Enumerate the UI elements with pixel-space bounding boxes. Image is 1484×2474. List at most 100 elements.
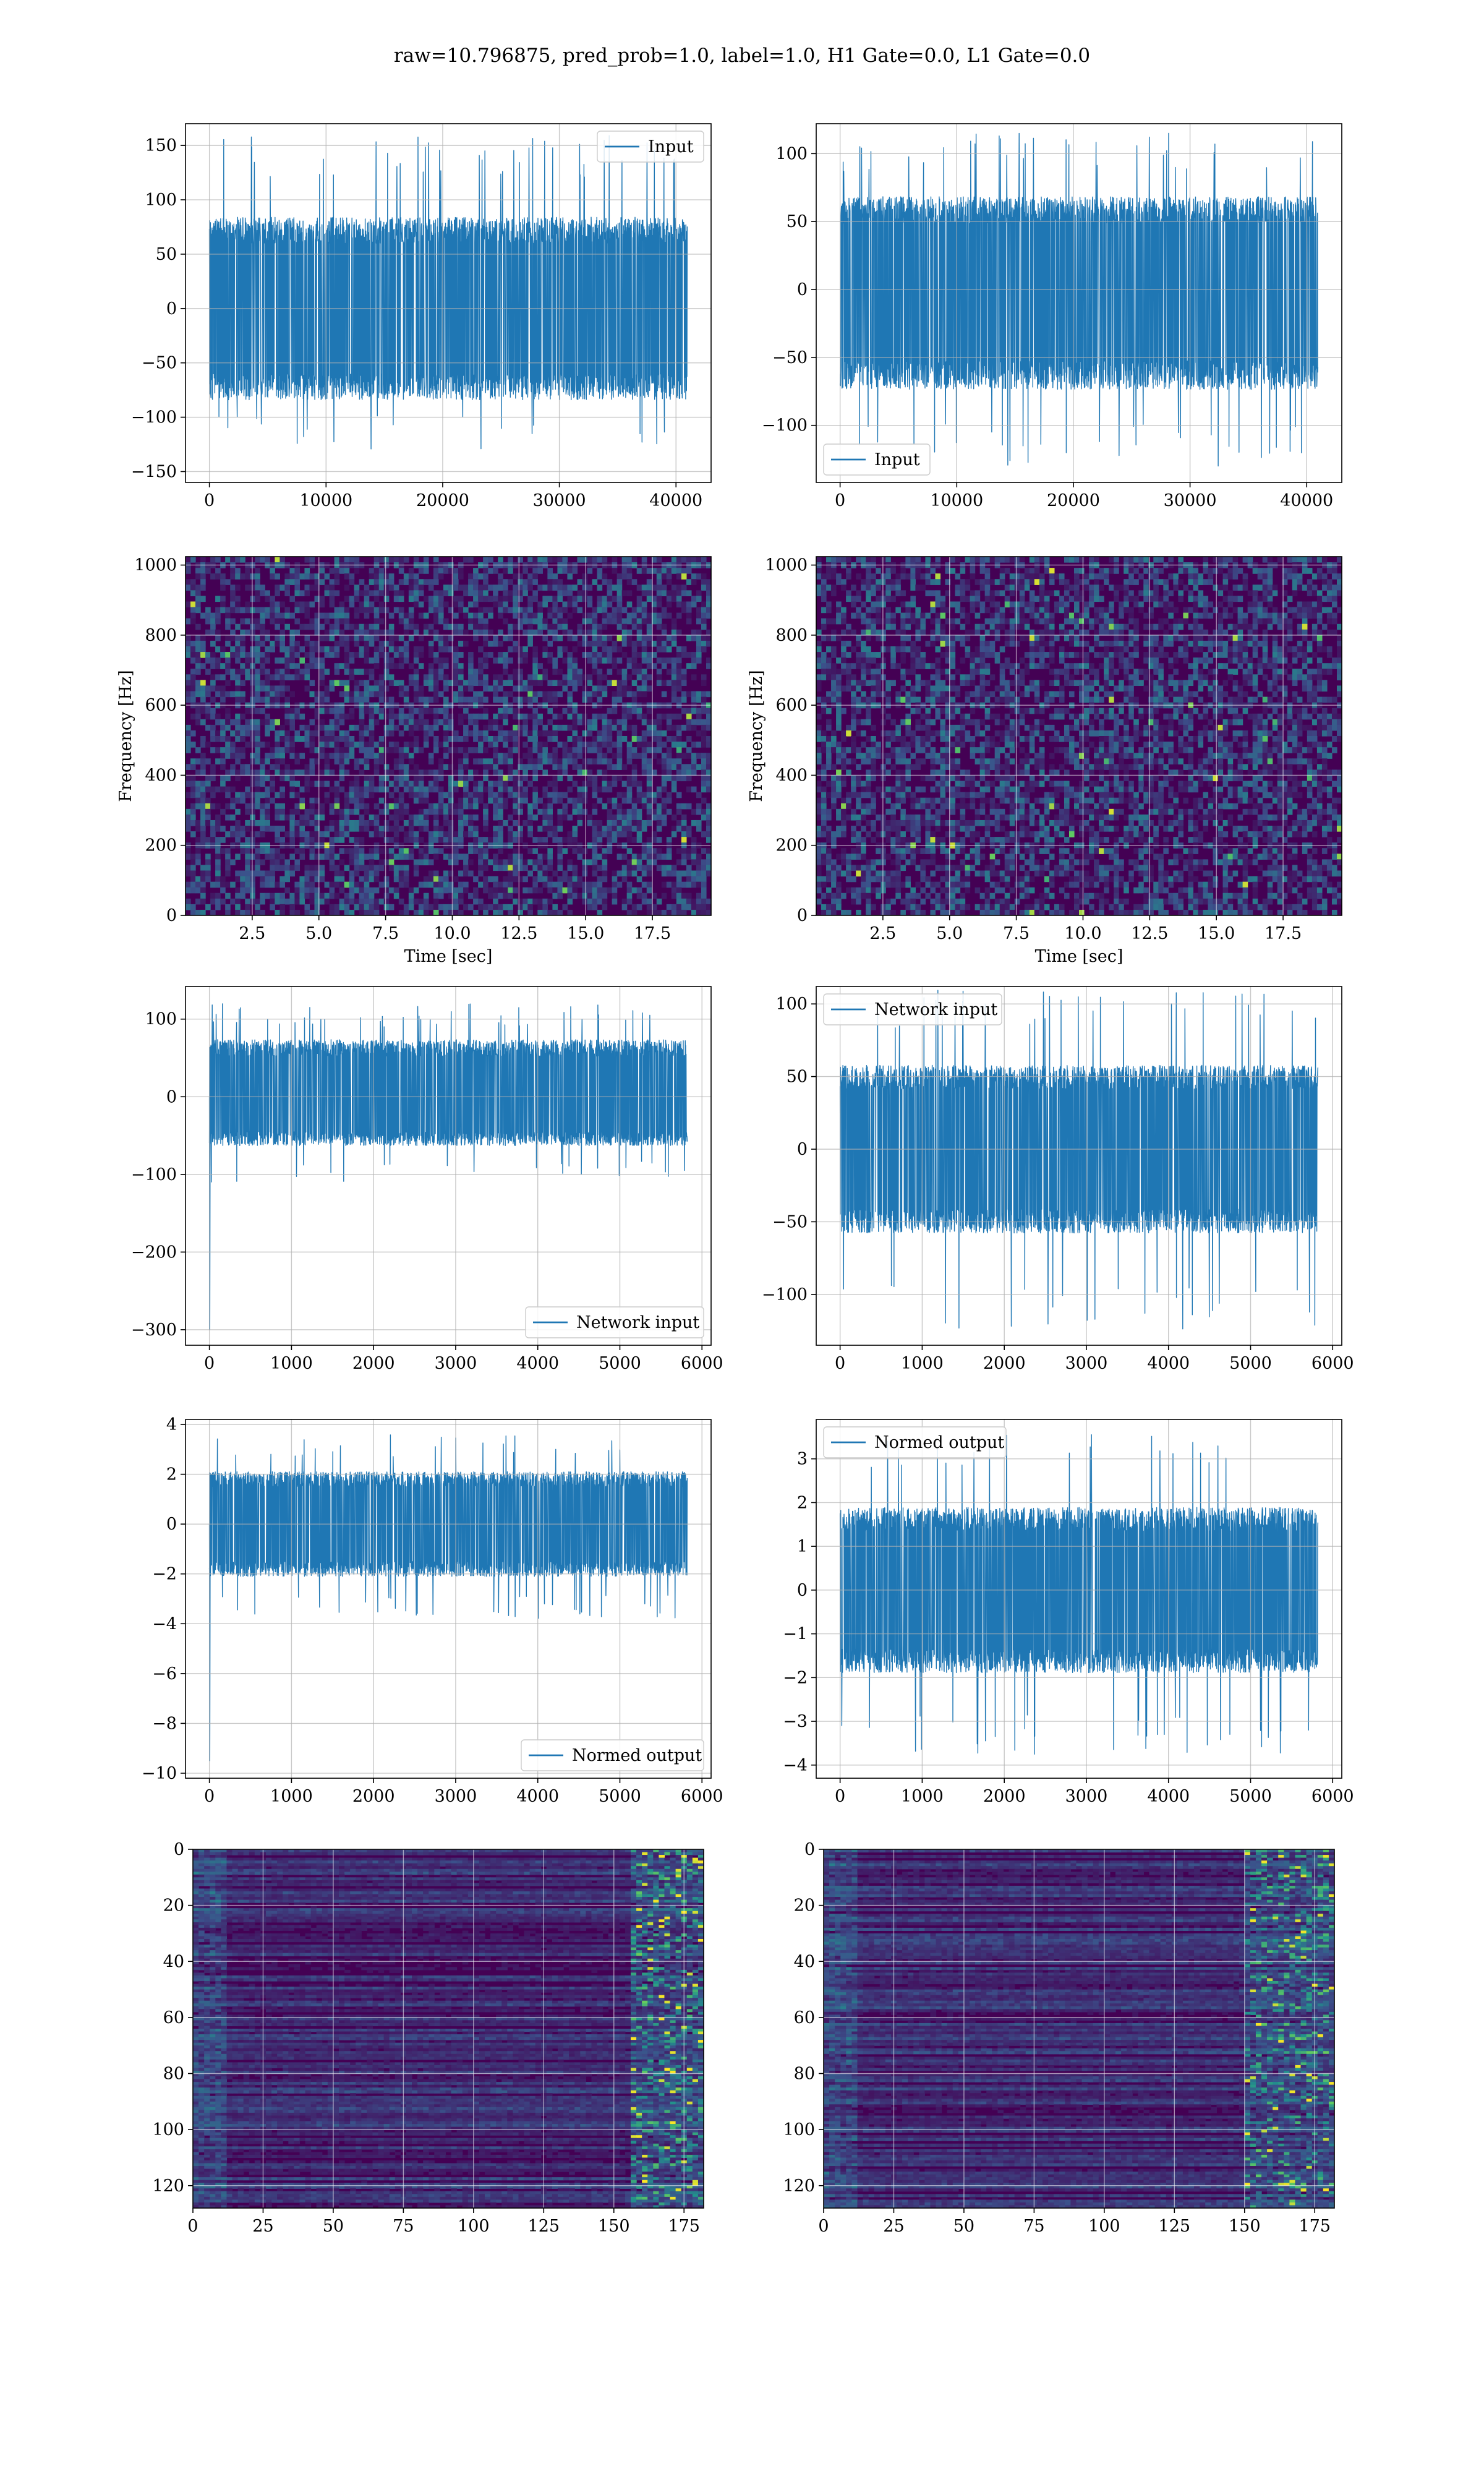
l1-network-input-frame [816,986,1342,1346]
l1-input-plot-area [839,132,1319,467]
l1-feature-map-ytick-label: 60 [794,2008,815,2027]
l1-network-input-ytick-label: −100 [762,1285,808,1304]
l1-input-xtick-label: 30000 [1164,491,1217,510]
l1-normed-output-ytick-label: 2 [797,1493,808,1512]
l1-input-xtick-label: 20000 [1047,491,1100,510]
l1-input-series-line [839,132,1319,467]
l1-spectrogram-heatmap [816,557,1342,915]
h1-feature-map-ytick-label: 20 [163,1896,184,1915]
l1-network-input-legend-label: Network input [874,1000,997,1019]
h1-normed-output-xtick-label: 6000 [681,1787,723,1806]
h1-input-ytick-label: 100 [145,190,177,210]
h1-input-ytick-label: 150 [145,136,177,155]
l1-normed-output-xtick-label: 6000 [1311,1787,1354,1806]
h1-normed-output-xtick-label: 2000 [352,1787,395,1806]
h1-input-ytick-label: −100 [131,408,177,427]
l1-input-ytick-label: 0 [797,280,808,299]
l1-normed-output-frame [816,1419,1342,1779]
h1-normed-output-xtick-label: 1000 [270,1787,313,1806]
l1-normed-output-plot-area [839,1434,1319,1755]
h1-normed-output-ytick-label: 4 [166,1415,177,1434]
l1-network-input-plot-area [839,990,1319,1330]
h1-spectrogram-plot-area [186,557,711,915]
l1-input-grid [816,124,1342,482]
l1-network-input-ytick-label: −50 [772,1212,808,1231]
l1-spectrogram-ytick-label: 1000 [765,556,808,575]
l1-spectrogram-xlabel: Time [sec] [1035,947,1124,966]
panel-h1-spectrogram: 2.5 5.0 7.5 10.0 12.5 15.0 17.5 0 200 400 600 800 10… [116,556,712,966]
h1-input-legend-label: Input [648,137,694,156]
l1-spectrogram-ylabel: Frequency [Hz] [747,670,766,802]
l1-normed-output-legend: Normed output [823,1426,1007,1458]
h1-normed-output-ytick-label: 2 [166,1465,177,1484]
h1-feature-map-ytick-label: 100 [152,2120,184,2139]
h1-feature-map-ytick-label: 40 [163,1952,184,1971]
l1-network-input-series-line [839,990,1319,1330]
figure-title: raw=10.796875, pred_prob=1.0, label=1.0,… [394,45,1090,67]
h1-network-input-xtick-label: 1000 [270,1354,313,1373]
h1-input-xtick-label: 20000 [416,491,469,510]
l1-spectrogram-ytick-label: 200 [775,836,808,855]
h1-spectrogram-xtick-label: 12.5 [500,924,537,943]
h1-network-input-xtick-label: 6000 [681,1354,723,1373]
l1-network-input-xtick-label: 3000 [1065,1354,1108,1373]
l1-feature-map-ytick-label: 100 [783,2120,815,2139]
h1-network-input-xtick-label: 0 [204,1354,215,1373]
h1-spectrogram-ytick-label: 0 [166,906,177,925]
h1-feature-map-frame [192,1849,704,2209]
l1-feature-map-xtick-label: 100 [1088,2217,1120,2236]
h1-network-input-legend-label: Network input [576,1313,699,1332]
l1-spectrogram-frame [816,556,1342,916]
l1-network-input-ytick-label: 0 [797,1140,808,1159]
l1-spectrogram-ytick-label: 400 [775,766,808,785]
l1-spectrogram-plot-area [816,557,1342,915]
h1-normed-output-legend-label: Normed output [572,1746,702,1765]
l1-spectrogram-xtick-label: 15.0 [1198,924,1235,943]
h1-normed-output-ytick-label: −2 [152,1565,177,1584]
h1-feature-map-ytick-label: 80 [163,2065,184,2084]
l1-feature-map-xtick-label: 50 [953,2217,974,2236]
h1-network-input-ytick-label: −200 [131,1243,177,1262]
h1-feature-map-xtick-label: 75 [393,2217,414,2236]
h1-spectrogram-xtick-label: 17.5 [634,924,671,943]
l1-spectrogram-xtick-label: 12.5 [1131,924,1168,943]
h1-normed-output-ytick-label: −4 [152,1614,177,1633]
h1-feature-map-ytick-label: 60 [163,2008,184,2027]
l1-normed-output-series-line [839,1434,1319,1755]
l1-input-ytick-label: −100 [762,416,808,435]
h1-spectrogram-ylabel: Frequency [Hz] [116,670,135,802]
h1-input-legend: Input [597,131,704,163]
l1-spectrogram-xtick-label: 10.0 [1064,924,1101,943]
l1-network-input-xtick-label: 2000 [983,1354,1026,1373]
h1-network-input-xtick-label: 4000 [516,1354,559,1373]
h1-input-frame [185,123,712,483]
l1-feature-map-ytick-label: 120 [783,2177,815,2196]
h1-network-input-ytick-label: 100 [145,1010,177,1029]
h1-normed-output-legend: Normed output [521,1739,704,1771]
h1-input-ytick-label: −150 [131,462,177,481]
h1-feature-map-xtick-label: 0 [187,2217,198,2236]
h1-spectrogram-ytick-label: 800 [145,626,177,645]
l1-network-input-xtick-label: 4000 [1147,1354,1190,1373]
h1-normed-output-ytick-label: −8 [152,1714,177,1733]
h1-network-input-xtick-label: 3000 [435,1354,477,1373]
h1-input-ytick-label: 50 [156,245,177,264]
l1-input-xtick-label: 40000 [1280,491,1333,510]
h1-feature-map-ytick-label: 120 [152,2177,184,2196]
l1-normed-output-xtick-label: 2000 [983,1787,1026,1806]
l1-spectrogram-xtick-label: 2.5 [869,924,896,943]
h1-network-input-ytick-label: −300 [131,1320,177,1340]
h1-input-plot-area [208,135,688,450]
l1-feature-map-ytick-label: 20 [794,1896,815,1915]
h1-spectrogram-ytick-label: 600 [145,696,177,715]
h1-normed-output-grid [186,1419,711,1778]
h1-normed-output-ytick-label: −6 [152,1664,177,1684]
l1-feature-map-ytick-label: 80 [794,2065,815,2084]
h1-input-ytick-label: 0 [166,299,177,319]
l1-feature-map-xtick-label: 175 [1298,2217,1331,2236]
h1-feature-map-xtick-label: 25 [252,2217,273,2236]
l1-normed-output-xtick-label: 4000 [1147,1787,1190,1806]
h1-spectrogram-ytick-label: 400 [145,766,177,785]
l1-normed-output-ytick-label: −1 [783,1625,808,1644]
